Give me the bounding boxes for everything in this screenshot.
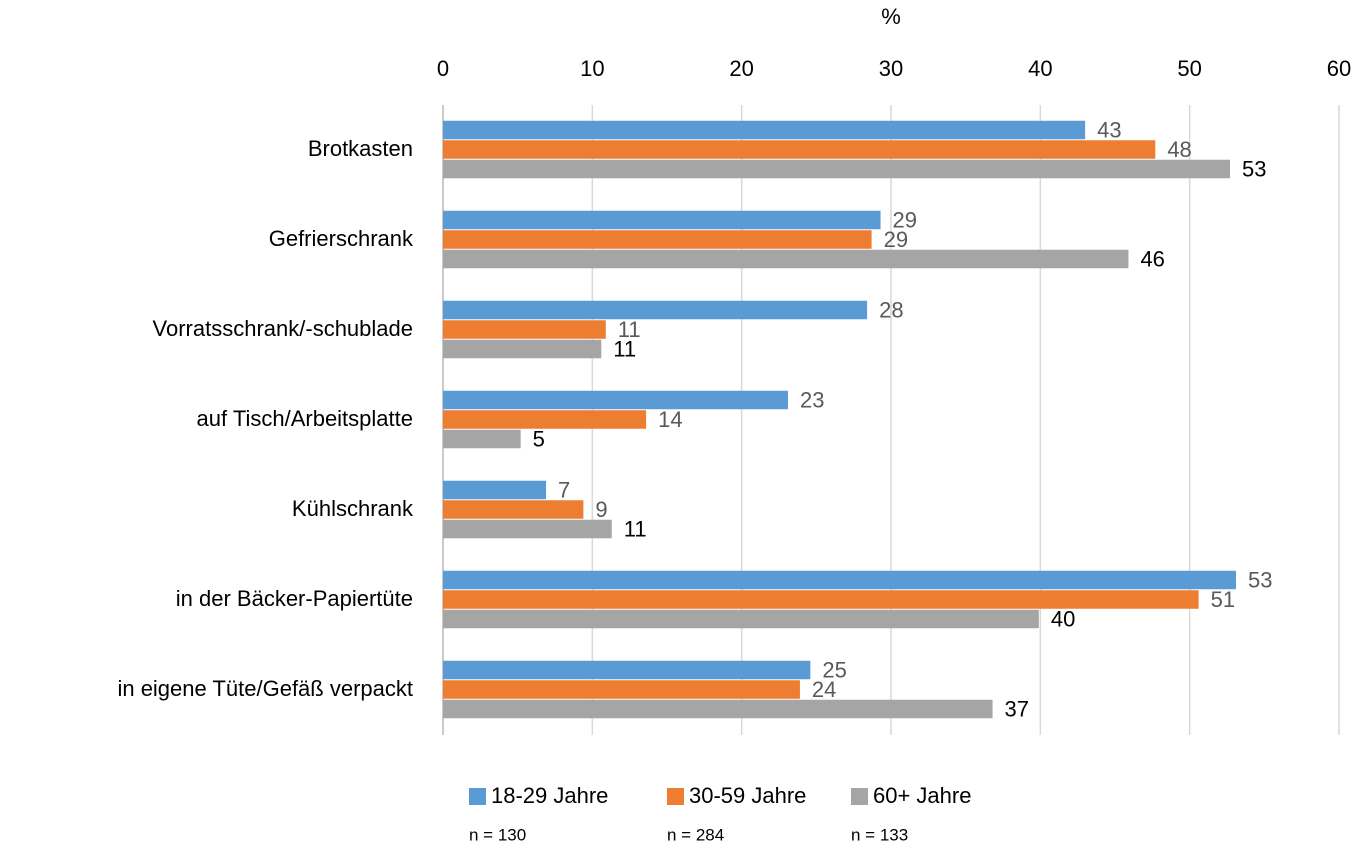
value-label: 48 [1167,137,1191,162]
bar [443,320,606,339]
category-label: in der Bäcker-Papiertüte [176,586,413,611]
legend-label: 30-59 Jahre [689,783,806,808]
value-label: 53 [1242,156,1266,181]
legend-note: n = 284 [667,825,724,844]
value-label: 24 [812,677,836,702]
category-label: auf Tisch/Arbeitsplatte [197,406,413,431]
category-label: Gefrierschrank [269,226,414,251]
value-label: 23 [800,387,824,412]
value-label: 14 [658,407,682,432]
category-label: Vorratsschrank/-schublade [153,316,413,341]
bar [443,570,1236,590]
value-label: 11 [618,317,641,342]
legend-swatch [851,788,868,805]
x-tick-label: 50 [1177,56,1201,81]
x-tick-label: 0 [437,56,449,81]
bar [443,210,881,230]
value-label: 29 [893,207,917,232]
value-label: 9 [595,497,607,522]
value-label: 43 [1097,117,1121,142]
value-label: 11 [624,516,647,541]
bar [443,249,1129,269]
x-tick-label: 10 [580,56,604,81]
x-tick-label: 40 [1028,56,1052,81]
category-label: Kühlschrank [292,496,414,521]
value-label: 53 [1248,567,1272,592]
axis-label: % [881,4,901,29]
bar [443,429,521,449]
legend-label: 18-29 Jahre [491,783,608,808]
category-label: Brotkasten [308,136,413,161]
legend-note: n = 133 [851,825,908,844]
bar [443,480,547,500]
bar [443,410,647,429]
legend-swatch [667,788,684,805]
value-label: 40 [1051,606,1075,631]
bar [443,680,800,699]
value-label: 46 [1140,246,1164,271]
bar [443,609,1039,629]
category-label: in eigene Tüte/Gefäß verpackt [117,676,413,701]
bar [443,699,993,719]
bar [443,339,602,359]
bar [443,590,1199,609]
bar [443,500,584,519]
legend-note: n = 130 [469,825,526,844]
value-label: 28 [879,297,903,322]
legend-swatch [469,788,486,805]
value-label: 29 [884,227,908,252]
bar [443,140,1156,159]
value-label: 51 [1211,587,1235,612]
value-label: 7 [558,477,570,502]
bar [443,660,811,680]
bar [443,159,1230,179]
bar [443,519,612,539]
x-tick-label: 30 [879,56,903,81]
x-tick-label: 20 [729,56,753,81]
legend-label: 60+ Jahre [873,783,971,808]
value-label: 37 [1005,696,1029,721]
bar [443,390,788,410]
bar [443,300,868,320]
x-tick-label: 60 [1327,56,1351,81]
bar [443,230,872,249]
value-label: 25 [822,657,846,682]
value-label: 11 [613,336,636,361]
bar [443,120,1086,140]
value-label: 5 [533,426,545,451]
